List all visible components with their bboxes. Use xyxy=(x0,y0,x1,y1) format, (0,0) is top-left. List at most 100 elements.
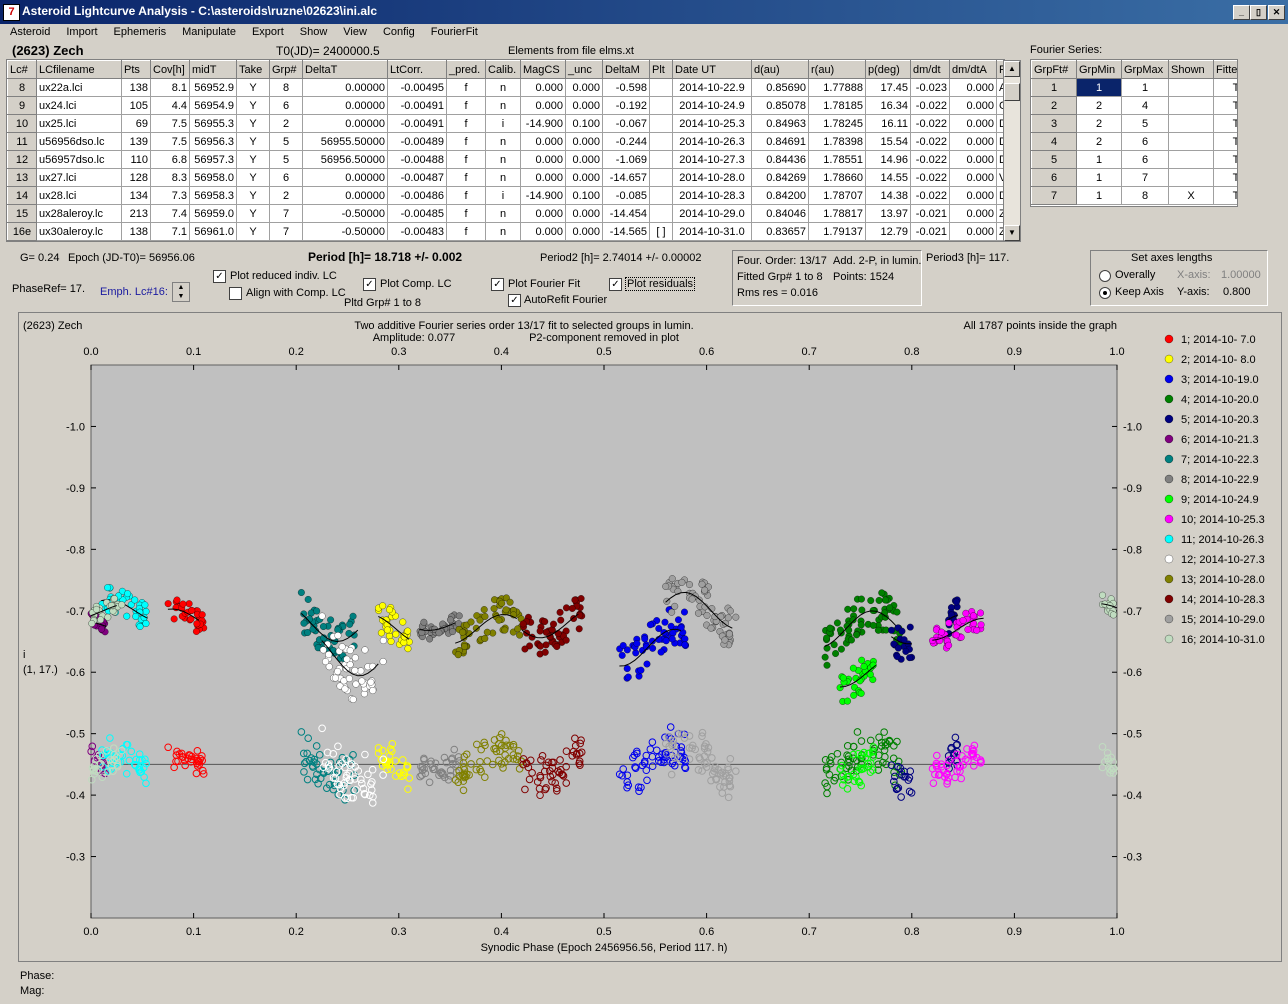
table-cell[interactable]: 7.5 xyxy=(150,132,190,151)
table-cell[interactable]: f xyxy=(446,78,486,97)
table-cell[interactable]: 56958.0 xyxy=(189,168,237,187)
table-cell[interactable]: 0.000 xyxy=(565,78,603,97)
app-icon[interactable]: 7 xyxy=(3,4,20,21)
table-cell[interactable]: -0.00491 xyxy=(387,96,447,115)
table-cell[interactable]: 12.79 xyxy=(865,222,911,241)
menu-asteroid[interactable]: Asteroid xyxy=(10,26,51,38)
table-cell[interactable]: -0.067 xyxy=(602,114,650,133)
table-cell[interactable]: 0.84691 xyxy=(751,132,809,151)
fourier-cell[interactable]: 6 xyxy=(1121,132,1169,151)
table-cell[interactable]: 0.84269 xyxy=(751,168,809,187)
table-cell[interactable]: 2 xyxy=(269,186,303,205)
menu-import[interactable]: Import xyxy=(66,26,98,38)
table-cell[interactable]: 0.000 xyxy=(565,132,603,151)
fourier-cell[interactable]: T xyxy=(1213,168,1237,187)
table-cell[interactable]: -0.021 xyxy=(910,204,950,223)
table-cell[interactable]: 0.000 xyxy=(565,150,603,169)
minimize-button[interactable]: _ xyxy=(1233,5,1250,20)
table-cell[interactable]: f xyxy=(446,96,486,115)
scroll-thumb[interactable] xyxy=(1004,83,1020,101)
yaxis-value[interactable]: 0.800 xyxy=(1223,286,1251,298)
table-cell[interactable]: -0.022 xyxy=(910,150,950,169)
table-cell[interactable]: 69 xyxy=(121,114,151,133)
table-cell[interactable]: 0.100 xyxy=(565,114,603,133)
fourier-row[interactable]: 325 T xyxy=(1031,114,1237,133)
fourier-cell[interactable]: 1 xyxy=(1076,168,1122,187)
plot-comp-checkbox[interactable]: ✓ xyxy=(363,278,376,291)
close-button[interactable]: ✕ xyxy=(1268,5,1285,20)
emph-spinner[interactable]: ▲ ▼ xyxy=(172,282,190,302)
table-row[interactable]: 15 ux28aleroy.lc 213 7.4 56959.0 Y 7 -0.50000 -0… xyxy=(7,204,1004,223)
table-cell[interactable]: 2014-10-28.3 xyxy=(672,186,752,205)
table-cell[interactable]: -14.565 xyxy=(602,222,650,241)
table-cell[interactable]: 1.78185 xyxy=(808,96,866,115)
table-cell[interactable]: 139 xyxy=(121,132,151,151)
fourier-cell[interactable]: 3 xyxy=(1031,114,1077,133)
title-bar[interactable]: 7 Asteroid Lightcurve Analysis - C:\aste… xyxy=(0,0,1288,24)
plot-svg[interactable]: (2623) Zech Two additive Fourier series o… xyxy=(19,313,1281,961)
table-cell[interactable]: 56952.9 xyxy=(189,78,237,97)
table-cell[interactable]: 0.000 xyxy=(520,78,566,97)
col-header[interactable]: dm/dtA xyxy=(949,60,997,79)
table-cell[interactable]: ux24.lci xyxy=(36,96,122,115)
table-cell[interactable]: n xyxy=(485,132,521,151)
col-header[interactable]: midT xyxy=(189,60,237,79)
table-cell[interactable]: 1.78707 xyxy=(808,186,866,205)
table-cell[interactable]: 0.000 xyxy=(949,168,997,187)
fourier-cell[interactable] xyxy=(1168,96,1214,115)
table-cell[interactable]: 56957.3 xyxy=(189,150,237,169)
table-cell[interactable]: Y xyxy=(236,204,270,223)
table-row[interactable]: 9 ux24.lci 105 4.4 56954.9 Y 6 0.00000 -0.00491 f… xyxy=(7,96,1004,115)
table-cell[interactable]: f xyxy=(446,204,486,223)
table-cell[interactable]: 0.000 xyxy=(949,114,997,133)
table-cell[interactable]: 1.79137 xyxy=(808,222,866,241)
table-cell[interactable]: 1.78817 xyxy=(808,204,866,223)
table-cell[interactable]: 16.34 xyxy=(865,96,911,115)
plot-reduced-checkbox[interactable]: ✓ xyxy=(213,270,226,283)
lc-table-scrollbar[interactable]: ▲ ▼ xyxy=(1003,60,1021,242)
table-cell[interactable]: 1.78245 xyxy=(808,114,866,133)
fourier-cell[interactable] xyxy=(1168,78,1214,97)
table-cell[interactable]: 5 xyxy=(269,150,303,169)
table-cell[interactable]: 0.000 xyxy=(520,150,566,169)
fourier-cell[interactable] xyxy=(1168,132,1214,151)
fourier-cell[interactable]: 2 xyxy=(1076,96,1122,115)
table-cell[interactable]: n xyxy=(485,222,521,241)
table-row[interactable]: 10 ux25.lci 69 7.5 56955.3 Y 2 0.00000 -0.00491 f… xyxy=(7,114,1004,133)
table-cell[interactable]: 6.8 xyxy=(150,150,190,169)
table-cell[interactable] xyxy=(649,78,673,97)
table-cell[interactable]: 56958.3 xyxy=(189,186,237,205)
table-cell[interactable]: 7.5 xyxy=(150,114,190,133)
col-header[interactable]: _pred. xyxy=(446,60,486,79)
table-cell[interactable]: 8 xyxy=(7,78,37,97)
fourier-row[interactable]: 426 T xyxy=(1031,132,1237,151)
fourier-cell[interactable]: 7 xyxy=(1031,186,1077,205)
table-cell[interactable]: 1.78660 xyxy=(808,168,866,187)
fourier-cell[interactable]: X xyxy=(1168,186,1214,205)
col-header[interactable]: Date UT xyxy=(672,60,752,79)
table-cell[interactable]: 0.85690 xyxy=(751,78,809,97)
table-cell[interactable] xyxy=(649,204,673,223)
table-cell[interactable]: 0.000 xyxy=(949,186,997,205)
table-cell[interactable]: Y xyxy=(236,168,270,187)
table-cell[interactable]: 110 xyxy=(121,150,151,169)
fourier-cell[interactable]: 1 xyxy=(1076,186,1122,205)
fourier-cell[interactable]: 1 xyxy=(1121,78,1169,97)
col-header[interactable]: DeltaT xyxy=(302,60,388,79)
table-cell[interactable]: Y xyxy=(236,150,270,169)
table-cell[interactable]: -0.00488 xyxy=(387,150,447,169)
lightcurve-plot[interactable]: (2623) Zech Two additive Fourier series o… xyxy=(18,312,1282,962)
table-cell[interactable]: 56961.0 xyxy=(189,222,237,241)
table-cell[interactable]: 12 xyxy=(7,150,37,169)
plot-residuals-checkbox[interactable]: ✓ xyxy=(609,278,622,291)
fourier-cell[interactable] xyxy=(1168,168,1214,187)
col-header[interactable]: Pts xyxy=(121,60,151,79)
table-cell[interactable]: -14.657 xyxy=(602,168,650,187)
table-cell[interactable]: 0.00000 xyxy=(302,114,388,133)
table-cell[interactable]: -0.598 xyxy=(602,78,650,97)
table-cell[interactable]: -0.50000 xyxy=(302,204,388,223)
table-cell[interactable]: n xyxy=(485,204,521,223)
table-cell[interactable]: 9 xyxy=(7,96,37,115)
table-cell[interactable]: 15 xyxy=(7,204,37,223)
table-cell[interactable]: ux25.lci xyxy=(36,114,122,133)
